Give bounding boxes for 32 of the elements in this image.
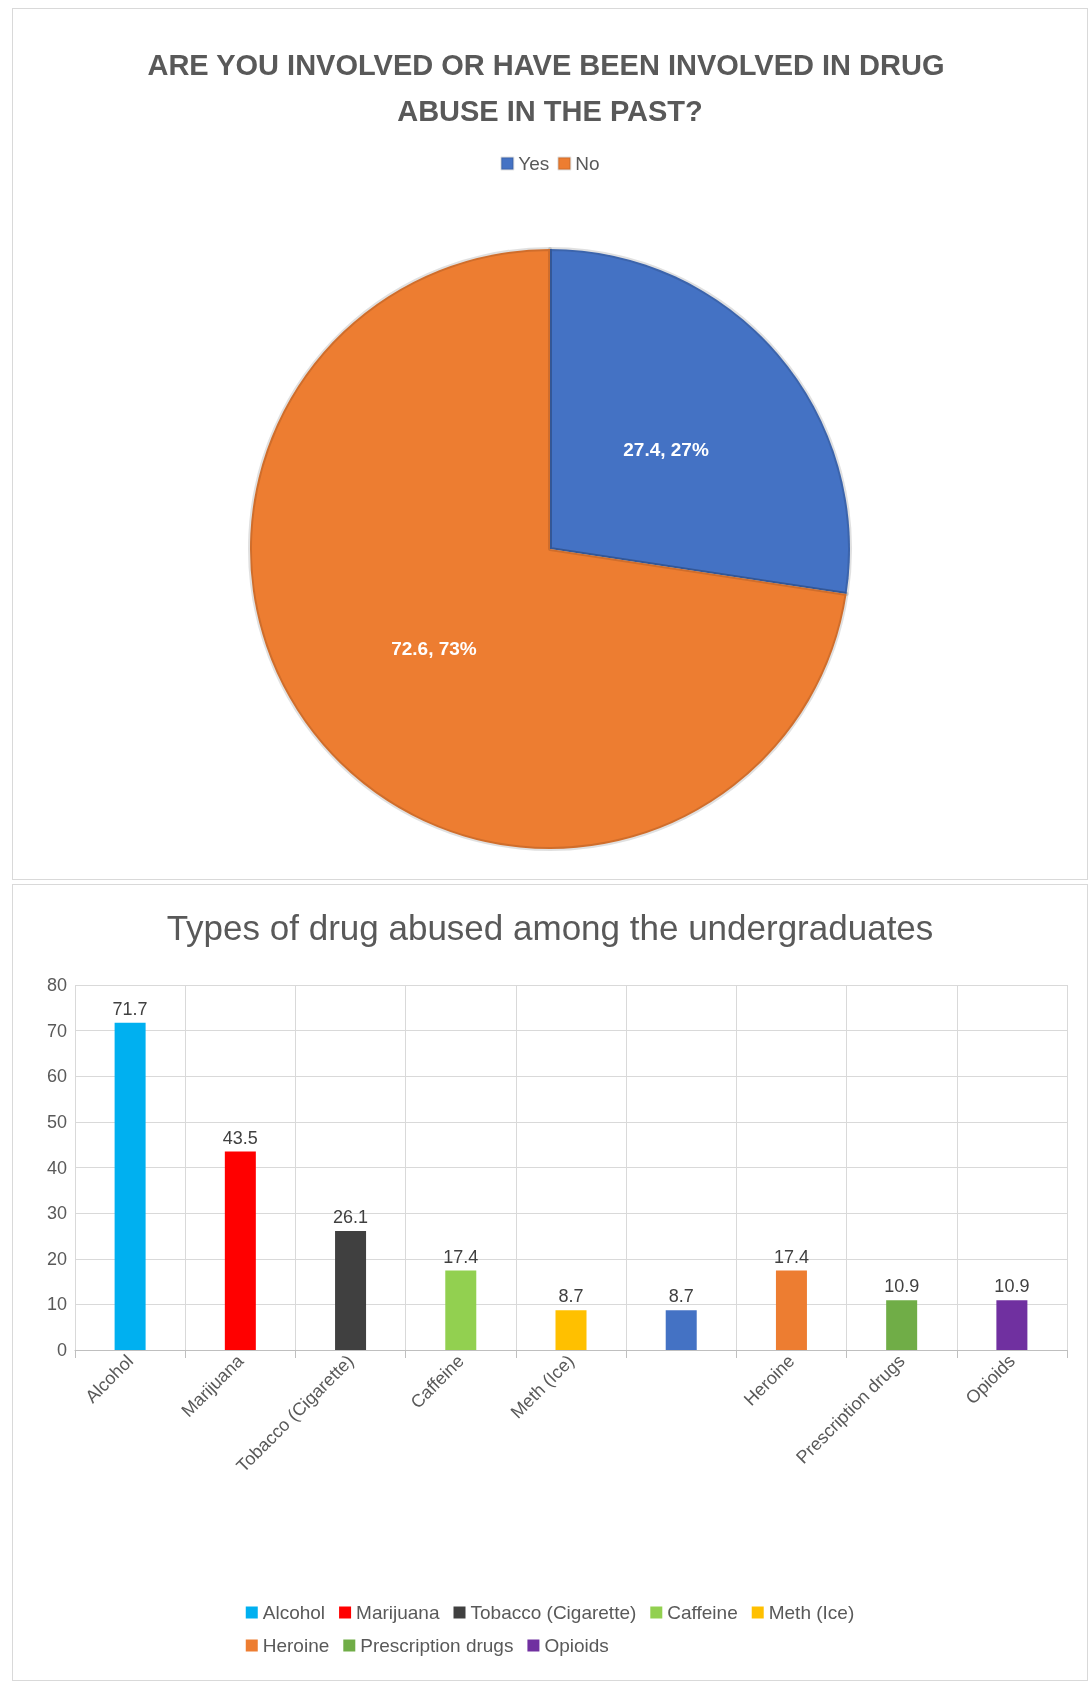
- legend-label: Prescription drugs: [360, 1635, 514, 1656]
- y-tick-label: 20: [46, 1248, 67, 1269]
- legend-label: Yes: [518, 153, 550, 174]
- legend-label: Alcohol: [262, 1602, 326, 1623]
- y-tick-label: 40: [46, 1157, 67, 1178]
- data-label: 17.4: [443, 1246, 479, 1267]
- data-label: 26.1: [333, 1206, 369, 1227]
- data-label: 71.7: [112, 998, 148, 1019]
- legend-label: Heroine: [262, 1635, 330, 1656]
- data-label: 8.7: [668, 1286, 694, 1307]
- legend-label: Tobacco (Cigarette): [470, 1602, 637, 1623]
- y-tick-label: 50: [46, 1111, 67, 1132]
- y-tick-label: 80: [46, 975, 67, 995]
- legend-label: Opioids: [544, 1635, 609, 1656]
- chart-title: ARE YOU INVOLVED OR HAVE BEEN INVOLVED IN DRUG ABUSE IN THE PAST?: [147, 49, 953, 127]
- legend-label: Caffeine: [667, 1602, 738, 1623]
- data-label: 17.4: [773, 1246, 809, 1267]
- y-tick-label: 30: [46, 1203, 67, 1224]
- y-tick-label: 60: [46, 1066, 67, 1087]
- y-tick-label: 0: [56, 1340, 67, 1360]
- y-tick-label: 10: [46, 1294, 67, 1315]
- legend-label: Marijuana: [356, 1602, 440, 1623]
- legend-label: Meth (Ice): [768, 1602, 855, 1623]
- data-label: 43.5: [222, 1127, 258, 1148]
- chart-title: Types of drug abused among the undergraduates: [166, 908, 934, 947]
- data-label: 27.4, 27%: [623, 438, 709, 460]
- data-label: 72.6, 73%: [391, 638, 477, 660]
- data-label: 10.9: [884, 1276, 920, 1297]
- legend-label: No: [575, 153, 600, 174]
- y-tick-label: 70: [46, 1020, 67, 1041]
- data-label: 8.7: [558, 1286, 584, 1307]
- data-label: 10.9: [994, 1276, 1030, 1297]
